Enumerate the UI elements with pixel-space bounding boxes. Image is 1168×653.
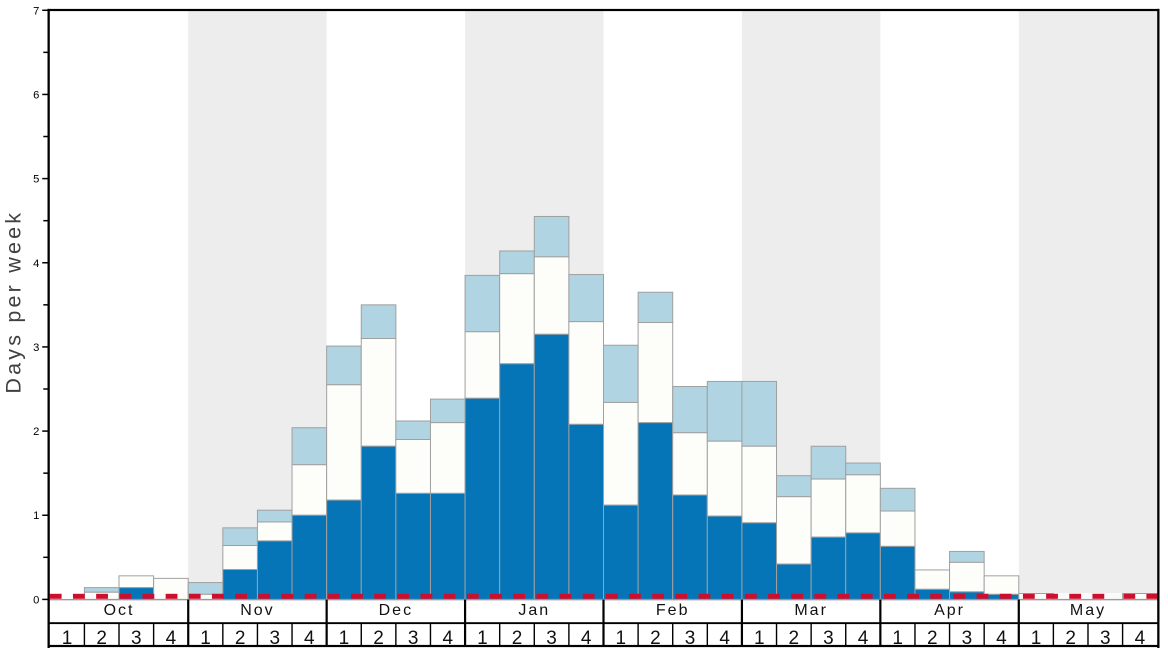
svg-text:3: 3 [33,342,39,354]
svg-text:Jan: Jan [518,602,550,619]
svg-text:Feb: Feb [656,602,690,619]
svg-text:3: 3 [546,628,557,648]
svg-text:4: 4 [442,628,453,648]
svg-text:4: 4 [166,628,177,648]
svg-text:1: 1 [33,510,39,522]
svg-text:3: 3 [131,628,142,648]
svg-text:3: 3 [962,628,973,648]
svg-text:2: 2 [33,426,39,438]
svg-text:1: 1 [892,628,903,648]
svg-text:Oct: Oct [104,602,135,619]
svg-text:2: 2 [373,628,384,648]
svg-text:Dec: Dec [379,602,413,619]
svg-text:1: 1 [1031,628,1042,648]
svg-text:6: 6 [33,89,39,101]
svg-text:1: 1 [62,628,73,648]
svg-text:Mar: Mar [794,602,828,619]
svg-text:1: 1 [200,628,211,648]
svg-text:May: May [1070,602,1106,619]
svg-text:Days per week: Days per week [2,210,26,394]
svg-text:2: 2 [235,628,246,648]
svg-text:4: 4 [1135,628,1146,648]
svg-text:4: 4 [719,628,730,648]
svg-text:3: 3 [269,628,280,648]
svg-text:5: 5 [33,174,39,186]
svg-text:0: 0 [33,594,39,606]
svg-text:2: 2 [650,628,661,648]
svg-text:2: 2 [96,628,107,648]
svg-text:Nov: Nov [240,602,274,619]
svg-text:2: 2 [927,628,938,648]
svg-text:1: 1 [754,628,765,648]
svg-text:3: 3 [685,628,696,648]
svg-text:3: 3 [408,628,419,648]
svg-text:4: 4 [858,628,869,648]
svg-text:4: 4 [304,628,315,648]
svg-text:2: 2 [1065,628,1076,648]
svg-text:1: 1 [477,628,488,648]
svg-text:3: 3 [823,628,834,648]
svg-text:3: 3 [1100,628,1111,648]
svg-text:2: 2 [512,628,523,648]
svg-text:4: 4 [996,628,1007,648]
svg-text:Apr: Apr [934,602,965,619]
svg-text:2: 2 [789,628,800,648]
svg-text:4: 4 [581,628,592,648]
svg-text:7: 7 [33,5,39,17]
svg-text:1: 1 [616,628,627,648]
svg-text:1: 1 [339,628,350,648]
svg-text:4: 4 [33,258,39,270]
